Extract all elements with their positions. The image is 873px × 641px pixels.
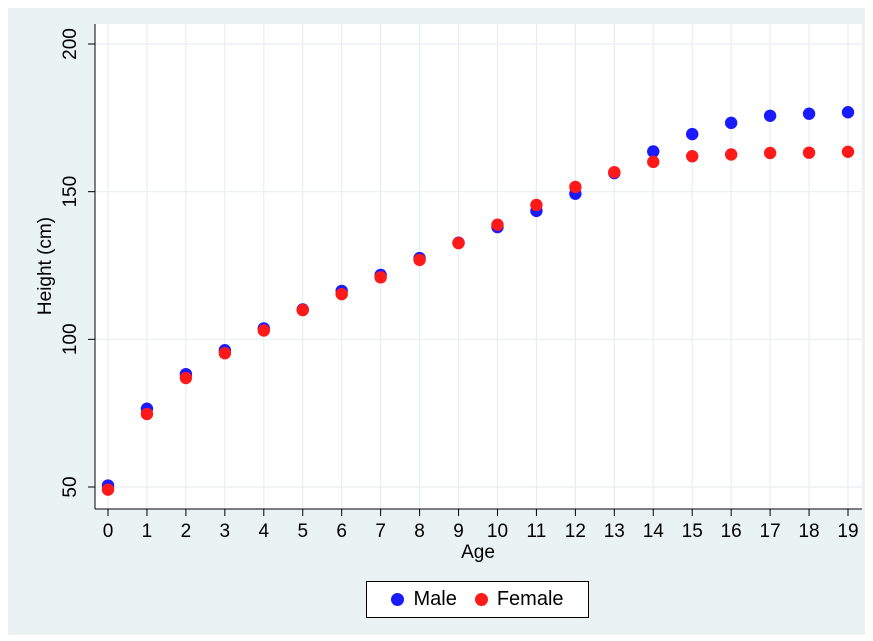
point-female-13	[608, 165, 621, 179]
point-female-3	[218, 347, 232, 360]
point-female-18	[802, 146, 816, 159]
point-female-14	[647, 155, 660, 169]
point-male-14	[647, 145, 660, 158]
x-tick-label-18: 18	[798, 521, 819, 542]
x-tick-label-9: 9	[453, 521, 464, 542]
legend-label-female: Female	[496, 588, 564, 610]
point-female-17	[763, 146, 777, 160]
x-tick-label-1: 1	[142, 521, 153, 542]
point-female-1	[140, 407, 154, 421]
y-axis-title: Height (cm)	[35, 217, 56, 315]
legend-marker-female	[474, 593, 488, 606]
point-female-19	[841, 145, 855, 158]
y-tick-label-150: 150	[60, 176, 81, 208]
point-female-15	[686, 150, 699, 163]
point-male-17	[763, 109, 777, 122]
x-tick-label-10: 10	[487, 521, 508, 542]
legend-item-female: Female	[474, 588, 564, 611]
x-tick-label-13: 13	[604, 521, 625, 542]
x-tick-label-0: 0	[103, 521, 114, 542]
x-tick-label-3: 3	[220, 521, 231, 542]
x-tick-label-5: 5	[297, 521, 308, 542]
x-tick-label-15: 15	[682, 521, 703, 542]
point-female-12	[569, 180, 582, 194]
x-tick-label-7: 7	[375, 521, 386, 542]
x-tick-label-17: 17	[760, 521, 781, 542]
x-tick-label-6: 6	[336, 521, 347, 542]
legend: Male Female	[366, 581, 589, 618]
point-male-15	[686, 127, 699, 141]
point-female-6	[335, 287, 348, 301]
point-female-9	[452, 236, 465, 250]
x-tick-label-8: 8	[414, 521, 425, 542]
point-female-2	[179, 371, 193, 385]
point-female-16	[724, 148, 738, 161]
point-male-19	[841, 106, 855, 119]
y-tick-label-100: 100	[60, 323, 81, 355]
x-tick-label-2: 2	[181, 521, 192, 542]
x-tick-label-16: 16	[721, 521, 742, 542]
legend-label-male: Male	[413, 588, 457, 610]
point-female-8	[413, 253, 426, 267]
point-female-0	[101, 483, 115, 496]
point-female-10	[491, 218, 504, 231]
point-female-7	[374, 271, 387, 284]
x-tick-label-11: 11	[527, 521, 547, 542]
point-male-16	[724, 116, 738, 130]
plot-area	[95, 24, 862, 509]
legend-marker-male	[391, 593, 405, 606]
x-tick-label-4: 4	[259, 521, 270, 542]
point-female-5	[296, 303, 309, 317]
point-male-18	[802, 107, 816, 120]
y-tick-label-200: 200	[60, 28, 81, 60]
x-tick-label-14: 14	[643, 521, 665, 542]
legend-item-male: Male	[391, 588, 457, 611]
point-female-4	[257, 324, 270, 337]
point-female-11	[530, 198, 543, 212]
x-axis-title: Age	[461, 542, 495, 563]
y-tick-label-50: 50	[60, 476, 81, 497]
x-tick-label-19: 19	[837, 521, 858, 542]
x-tick-label-12: 12	[565, 521, 586, 542]
